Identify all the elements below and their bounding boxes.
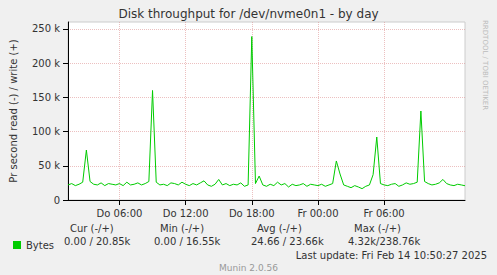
- svg-text:Do 18:00: Do 18:00: [229, 208, 275, 219]
- svg-text:Cur (-/+): Cur (-/+): [70, 223, 114, 234]
- svg-text:4.32k/238.76k: 4.32k/238.76k: [348, 236, 420, 247]
- svg-text:0.00 / 16.55k: 0.00 / 16.55k: [154, 236, 221, 247]
- svg-text:Fr 06:00: Fr 06:00: [364, 208, 405, 219]
- svg-text:150 k: 150 k: [32, 92, 60, 103]
- svg-text:Max (-/+): Max (-/+): [354, 223, 401, 234]
- svg-text:0.00 / 20.85k: 0.00 / 20.85k: [64, 236, 131, 247]
- svg-text:100 k: 100 k: [32, 126, 60, 137]
- svg-text:0: 0: [54, 195, 60, 206]
- svg-text:Do 12:00: Do 12:00: [163, 208, 209, 219]
- svg-text:Last update: Fri Feb 14 10:50:: Last update: Fri Feb 14 10:50:27 2025: [296, 250, 487, 261]
- svg-text:Do 06:00: Do 06:00: [97, 208, 143, 219]
- svg-text:RRDTOOL / TOBI OETIKER: RRDTOOL / TOBI OETIKER: [481, 20, 489, 110]
- svg-text:Pr second read (-) / write (+): Pr second read (-) / write (+): [8, 39, 19, 182]
- svg-text:Fr 00:00: Fr 00:00: [297, 208, 338, 219]
- svg-text:24.66 / 23.66k: 24.66 / 23.66k: [251, 236, 324, 247]
- svg-text:250 k: 250 k: [32, 23, 60, 34]
- svg-text:Min (-/+): Min (-/+): [160, 223, 204, 234]
- svg-text:Disk throughput for /dev/nvme0: Disk throughput for /dev/nvme0n1 - by da…: [118, 7, 378, 21]
- svg-text:Bytes: Bytes: [26, 240, 54, 251]
- svg-text:Avg (-/+): Avg (-/+): [257, 223, 302, 234]
- svg-text:200 k: 200 k: [32, 58, 60, 69]
- svg-text:Munin 2.0.56: Munin 2.0.56: [219, 263, 278, 273]
- svg-text:50 k: 50 k: [38, 160, 60, 171]
